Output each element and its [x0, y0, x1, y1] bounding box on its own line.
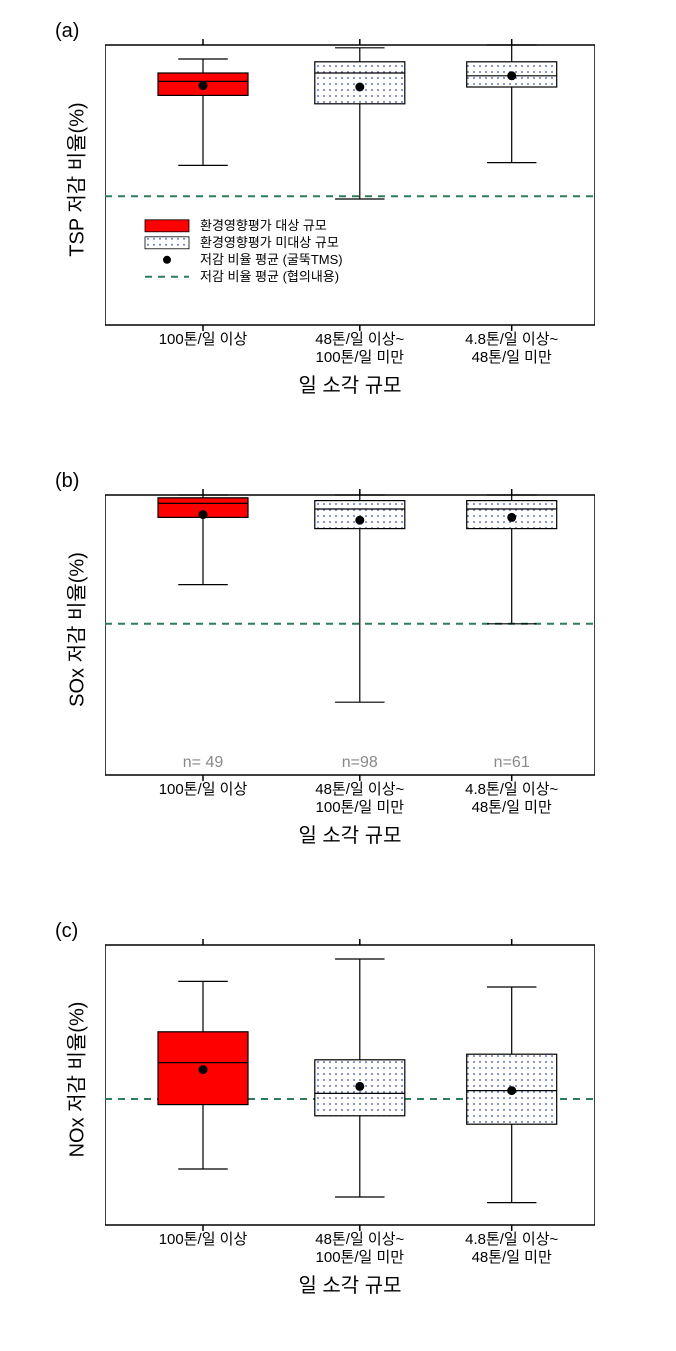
x-category-label: 48톤/일 이상~ 100톤/일 미만: [290, 331, 430, 367]
chart-svg-c: 020406080100: [105, 935, 595, 1265]
mean-dot-icon: [199, 1065, 208, 1074]
panel-label-a: (a): [55, 20, 79, 43]
y-axis-label-a: TSP 저감 비율(%): [61, 100, 90, 260]
x-category-label: 48톤/일 이상~ 100톤/일 미만: [290, 781, 430, 817]
mean-dot-icon: [199, 81, 208, 90]
mean-dot-icon: [507, 1086, 516, 1095]
legend-label: 저감 비율 평균 (굴뚝TMS): [200, 252, 343, 267]
legend-label: 저감 비율 평균 (협의내용): [200, 269, 339, 284]
panel-label-b: (b): [55, 470, 79, 493]
mean-dot-icon: [355, 83, 364, 92]
legend-label: 환경영향평가 대상 규모: [200, 218, 327, 233]
x-category-label: 4.8톤/일 이상~ 48톤/일 미만: [442, 331, 582, 367]
legend-swatch-icon: [145, 237, 189, 249]
chart-svg-b: 020406080100n= 49n=98n=61: [105, 485, 595, 815]
legend-swatch-icon: [163, 256, 171, 264]
chart-svg-a: 020406080100환경영향평가 대상 규모환경영향평가 미대상 규모저감 …: [105, 35, 595, 365]
x-category-label: 4.8톤/일 이상~ 48톤/일 미만: [442, 1231, 582, 1267]
mean-dot-icon: [355, 516, 364, 525]
mean-dot-icon: [199, 510, 208, 519]
mean-dot-icon: [355, 1082, 364, 1091]
x-category-label: 100톤/일 이상: [133, 331, 273, 349]
x-axis-title-b: 일 소각 규모: [105, 819, 595, 848]
n-label: n=61: [494, 754, 530, 771]
legend-label: 환경영향평가 미대상 규모: [200, 235, 339, 250]
mean-dot-icon: [507, 513, 516, 522]
y-axis-label-c: NOx 저감 비율(%): [61, 1000, 90, 1160]
x-axis-title-c: 일 소각 규모: [105, 1269, 595, 1298]
x-category-label: 100톤/일 이상: [133, 781, 273, 799]
n-label: n= 49: [183, 754, 224, 771]
mean-dot-icon: [507, 71, 516, 80]
panel-label-c: (c): [55, 920, 78, 943]
n-label: n=98: [342, 754, 378, 771]
chart-legend: 환경영향평가 대상 규모환경영향평가 미대상 규모저감 비율 평균 (굴뚝TMS…: [145, 218, 343, 284]
legend-swatch-icon: [145, 220, 189, 232]
x-axis-title-a: 일 소각 규모: [105, 369, 595, 398]
x-category-label: 4.8톤/일 이상~ 48톤/일 미만: [442, 781, 582, 817]
x-category-label: 48톤/일 이상~ 100톤/일 미만: [290, 1231, 430, 1267]
y-axis-label-b: SOx 저감 비율(%): [61, 550, 90, 710]
x-category-label: 100톤/일 이상: [133, 1231, 273, 1249]
